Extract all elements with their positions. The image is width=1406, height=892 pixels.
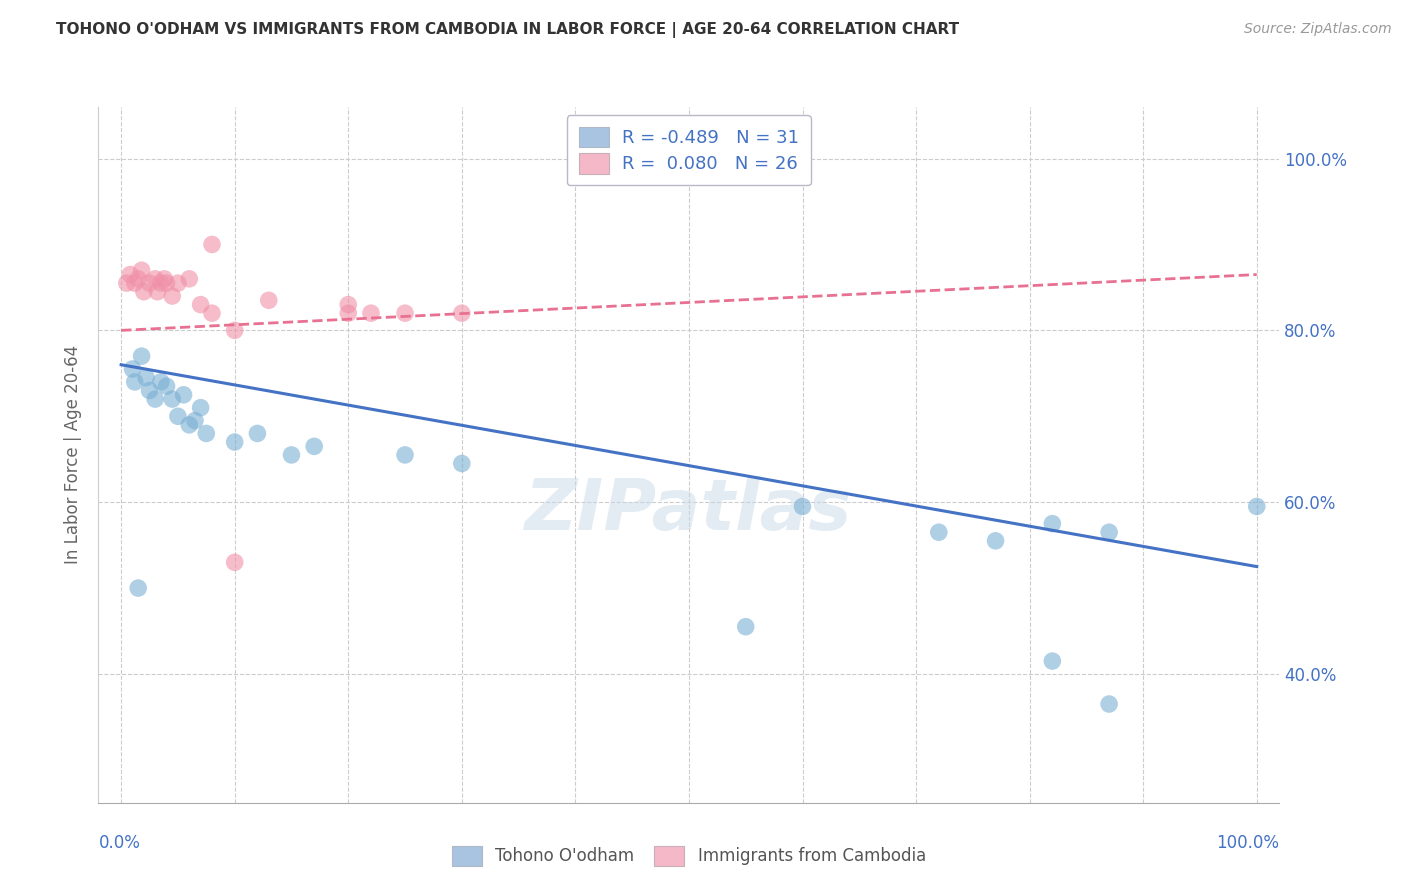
Point xyxy=(360,306,382,320)
Point xyxy=(146,285,169,299)
Point xyxy=(149,276,172,290)
Point xyxy=(132,285,155,299)
Point xyxy=(127,581,149,595)
Point xyxy=(135,370,157,384)
Point xyxy=(1098,697,1121,711)
Point xyxy=(127,272,149,286)
Point xyxy=(155,379,177,393)
Point xyxy=(124,276,146,290)
Y-axis label: In Labor Force | Age 20-64: In Labor Force | Age 20-64 xyxy=(65,345,83,565)
Point xyxy=(173,388,195,402)
Text: TOHONO O'ODHAM VS IMMIGRANTS FROM CAMBODIA IN LABOR FORCE | AGE 20-64 CORRELATIO: TOHONO O'ODHAM VS IMMIGRANTS FROM CAMBOD… xyxy=(56,22,959,38)
Point xyxy=(143,272,166,286)
Point xyxy=(179,272,201,286)
Point xyxy=(155,276,177,290)
Text: ZIPatlas: ZIPatlas xyxy=(526,476,852,545)
Point xyxy=(143,392,166,406)
Point xyxy=(201,237,224,252)
Point xyxy=(153,272,176,286)
Point xyxy=(179,417,201,432)
Point xyxy=(450,306,472,320)
Point xyxy=(450,457,472,471)
Text: Source: ZipAtlas.com: Source: ZipAtlas.com xyxy=(1244,22,1392,37)
Point xyxy=(190,401,212,415)
Point xyxy=(167,276,190,290)
Point xyxy=(394,448,416,462)
Point xyxy=(928,525,950,540)
Point xyxy=(337,297,360,311)
Point xyxy=(734,620,756,634)
Point xyxy=(1246,500,1268,514)
Point xyxy=(984,533,1007,548)
Point xyxy=(131,263,153,277)
Point xyxy=(792,500,814,514)
Point xyxy=(1098,525,1121,540)
Point xyxy=(246,426,269,441)
Text: 0.0%: 0.0% xyxy=(98,834,141,852)
Point xyxy=(131,349,153,363)
Point xyxy=(138,384,160,398)
Point xyxy=(224,323,246,337)
Point xyxy=(394,306,416,320)
Legend: Tohono O'odham, Immigrants from Cambodia: Tohono O'odham, Immigrants from Cambodia xyxy=(443,838,935,874)
Point xyxy=(115,276,138,290)
Point xyxy=(224,435,246,450)
Point xyxy=(167,409,190,424)
Point xyxy=(1040,654,1063,668)
Point xyxy=(162,392,183,406)
Point xyxy=(257,293,280,308)
Point xyxy=(124,375,146,389)
Point xyxy=(201,306,224,320)
Point xyxy=(190,297,212,311)
Point xyxy=(280,448,302,462)
Text: 100.0%: 100.0% xyxy=(1216,834,1279,852)
Point xyxy=(120,268,142,282)
Point xyxy=(337,306,360,320)
Point xyxy=(1040,516,1063,531)
Point xyxy=(195,426,218,441)
Point xyxy=(162,289,183,303)
Point xyxy=(149,375,172,389)
Point xyxy=(121,362,143,376)
Point xyxy=(224,555,246,569)
Point xyxy=(138,276,160,290)
Point xyxy=(302,439,325,453)
Point xyxy=(184,413,207,427)
